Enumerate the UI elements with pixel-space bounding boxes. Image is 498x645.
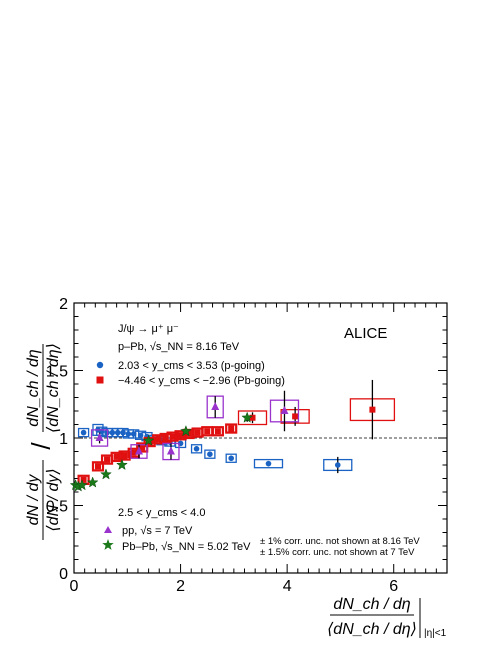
point xyxy=(116,458,128,471)
legend-marker-p-going xyxy=(96,361,104,369)
legend-system: p–Pb, √s_NN = 8.16 TeV xyxy=(118,341,240,353)
point xyxy=(334,462,341,468)
ylabel-divisor-numerator: dN_ch / dη xyxy=(25,349,42,426)
point xyxy=(80,429,87,436)
point xyxy=(76,479,88,491)
point xyxy=(95,433,104,441)
point xyxy=(139,444,146,451)
y-tick-label: 0 xyxy=(59,566,68,583)
sys-box xyxy=(253,458,284,469)
series-triangle xyxy=(90,390,300,461)
point xyxy=(228,455,234,462)
y-tick-label: 2 xyxy=(59,296,68,313)
sys-box xyxy=(225,453,237,463)
legend-entry-p-going: 2.03 < y_cms < 3.53 (p-going) xyxy=(118,360,265,372)
sys-box xyxy=(204,449,216,459)
point xyxy=(86,476,99,488)
legend-entry-pp: pp, √s = 7 TeV xyxy=(122,525,193,537)
point xyxy=(169,433,176,440)
point xyxy=(94,463,101,470)
axes: 0 2 4 6 0 0.5 1 1.5 2 xyxy=(46,296,448,595)
point xyxy=(214,428,221,435)
legend-entry-pb-going: −4.46 < y_cms < −2.96 (Pb-going) xyxy=(118,375,285,387)
experiment-label: ALICE xyxy=(344,325,387,342)
sys-box xyxy=(211,426,224,437)
sys-box xyxy=(90,429,109,447)
x-tick-label: 4 xyxy=(283,578,292,595)
ylabel-slash: / xyxy=(26,442,56,450)
point xyxy=(113,453,120,460)
legend-bottom: 2.5 < y_cms < 4.0 pp, √s = 7 TeV Pb–Pb, … xyxy=(102,507,420,558)
y-tick-label: 1.5 xyxy=(46,364,68,381)
point xyxy=(130,449,137,456)
point xyxy=(280,406,289,414)
point xyxy=(193,446,200,452)
sys-box xyxy=(225,423,238,434)
legend-marker-pb-going xyxy=(96,376,104,384)
x-tick-label: 0 xyxy=(70,578,79,595)
sys-box xyxy=(237,410,268,426)
point xyxy=(162,435,169,441)
series-star xyxy=(69,411,254,492)
point xyxy=(228,425,235,432)
point xyxy=(166,446,175,455)
xlabel-denominator: ⟨dN_ch / dη⟩ xyxy=(327,621,417,638)
point xyxy=(155,436,162,443)
point xyxy=(292,413,299,420)
ylabel-divisor-denominator: ⟨dN_ch / dη⟩ xyxy=(45,343,62,433)
x-axis-label: dN_ch / dη ⟨dN_ch / dη⟩ |η|<1 xyxy=(327,596,447,639)
point xyxy=(204,428,211,435)
point xyxy=(80,476,87,483)
legend-process: J/ψ → μ⁺ μ⁻ xyxy=(118,323,179,335)
legend-note-816: ± 1% corr. unc. not shown at 8.16 TeV xyxy=(260,536,420,547)
y-tick-label: 0.5 xyxy=(46,499,68,516)
point xyxy=(142,434,155,446)
x-tick-label: 6 xyxy=(389,578,398,595)
point xyxy=(211,401,220,410)
xlabel-numerator: dN_ch / dη xyxy=(333,596,410,613)
y-axis-label: dN / dy ⟨dN / dy⟩ / dN_ch / dη ⟨dN_ch / … xyxy=(25,343,62,540)
point xyxy=(135,446,144,455)
point xyxy=(207,451,213,458)
series-square xyxy=(77,379,396,485)
sys-box xyxy=(190,444,203,454)
point xyxy=(177,432,184,439)
legend-rapidity: 2.5 < y_cms < 4.0 xyxy=(118,507,205,519)
legend-entry-pbpb: Pb–Pb, √s_NN = 5.02 TeV xyxy=(122,541,251,553)
x-tick-label: 2 xyxy=(176,578,185,595)
point xyxy=(100,468,112,480)
y-tick-label: 1 xyxy=(59,431,68,448)
point xyxy=(104,456,111,463)
sys-box xyxy=(77,427,90,438)
point xyxy=(194,429,201,436)
sys-box xyxy=(91,461,105,472)
legend-note-7: ± 1.5% corr. unc. not shown at 7 TeV xyxy=(260,547,415,558)
legend-top: J/ψ → μ⁺ μ⁻ p–Pb, √s_NN = 8.16 TeV 2.03 … xyxy=(96,323,285,387)
point xyxy=(369,406,376,413)
data-marks xyxy=(69,379,396,492)
ylabel-denominator: ⟨dN / dy⟩ xyxy=(45,468,62,531)
point xyxy=(265,460,272,467)
legend-marker-pp xyxy=(104,526,112,533)
point xyxy=(249,414,256,421)
point xyxy=(121,452,128,459)
point xyxy=(179,425,192,437)
legend-marker-pbpb xyxy=(102,539,114,550)
point xyxy=(241,411,254,423)
ylabel-numerator: dN / dy xyxy=(25,474,42,526)
xlabel-subscript: |η|<1 xyxy=(424,628,447,639)
